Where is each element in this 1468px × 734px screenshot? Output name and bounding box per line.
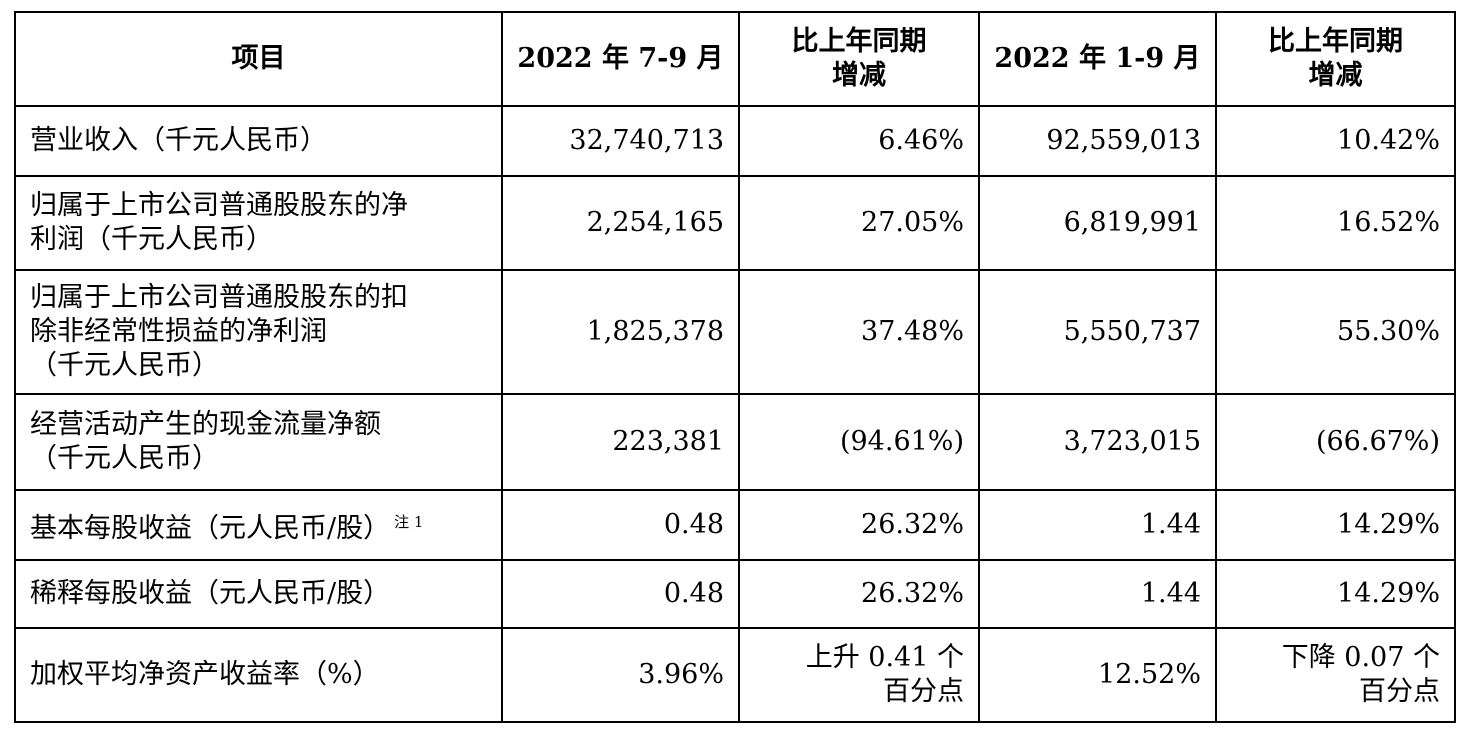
table-row: 加权平均净资产收益率（%） 3.96% 上升 0.41 个百分点 12.52% … — [14, 627, 1456, 723]
cell-ytd-change: 14.29% — [1215, 559, 1456, 629]
table-row: 稀释每股收益（元人民币/股） 0.48 26.32% 1.44 14.29% — [14, 559, 1456, 629]
cell-q3-change: 26.32% — [738, 559, 980, 629]
cell-ytd-change: (66.67%) — [1215, 393, 1456, 491]
row-label: 加权平均净资产收益率（%） — [14, 627, 503, 723]
header-item: 项目 — [14, 11, 503, 107]
table-row: 经营活动产生的现金流量净额 （千元人民币） 223,381 (94.61%) 3,… — [14, 393, 1456, 491]
cell-ytd: 12.52% — [978, 627, 1217, 723]
header-row: 项目 2022 年 7-9 月 比上年同期 增减 2022 年 1-9 月 比上年… — [14, 11, 1456, 107]
cell-q3-change: 37.48% — [738, 269, 980, 395]
cell-ytd-change: 16.52% — [1215, 175, 1456, 271]
header-ytd-change: 比上年同期 增减 — [1215, 11, 1456, 107]
cell-ytd-change: 55.30% — [1215, 269, 1456, 395]
header-q3-change: 比上年同期 增减 — [738, 11, 980, 107]
cell-q3: 3.96% — [501, 627, 740, 723]
cell-q3: 223,381 — [501, 393, 740, 491]
cell-q3-change: 上升 0.41 个百分点 — [738, 627, 980, 723]
cell-q3-change: 6.46% — [738, 105, 980, 177]
row-label: 营业收入（千元人民币） — [14, 105, 503, 177]
cell-q3-change: 26.32% — [738, 489, 980, 561]
cell-q3: 1,825,378 — [501, 269, 740, 395]
cell-ytd: 3,723,015 — [978, 393, 1217, 491]
header-q3: 2022 年 7-9 月 — [501, 11, 740, 107]
table-row: 归属于上市公司普通股股东的扣 除非经常性损益的净利润 （千元人民币） 1,825,3… — [14, 269, 1456, 395]
cell-ytd-change: 14.29% — [1215, 489, 1456, 561]
cell-q3-change: (94.61%) — [738, 393, 980, 491]
cell-ytd-change: 10.42% — [1215, 105, 1456, 177]
cell-q3: 0.48 — [501, 559, 740, 629]
cell-q3: 2,254,165 — [501, 175, 740, 271]
cell-ytd: 1.44 — [978, 559, 1217, 629]
cell-q3: 0.48 — [501, 489, 740, 561]
cell-ytd: 92,559,013 — [978, 105, 1217, 177]
footnote-marker: 注 1 — [394, 512, 424, 531]
header-ytd: 2022 年 1-9 月 — [978, 11, 1217, 107]
table-row: 营业收入（千元人民币） 32,740,713 6.46% 92,559,013 … — [14, 105, 1456, 177]
table-row: 基本每股收益（元人民币/股）注 1 0.48 26.32% 1.44 14.29… — [14, 489, 1456, 561]
row-label: 基本每股收益（元人民币/股）注 1 — [14, 489, 503, 561]
cell-q3-change: 27.05% — [738, 175, 980, 271]
cell-ytd: 1.44 — [978, 489, 1217, 561]
row-label: 归属于上市公司普通股股东的净 利润（千元人民币） — [14, 175, 503, 271]
row-label: 稀释每股收益（元人民币/股） — [14, 559, 503, 629]
row-label: 经营活动产生的现金流量净额 （千元人民币） — [14, 393, 503, 491]
cell-ytd: 5,550,737 — [978, 269, 1217, 395]
cell-ytd-change: 下降 0.07 个百分点 — [1215, 627, 1456, 723]
row-label: 归属于上市公司普通股股东的扣 除非经常性损益的净利润 （千元人民币） — [14, 269, 503, 395]
financial-summary-table: 项目 2022 年 7-9 月 比上年同期 增减 2022 年 1-9 月 比上年… — [14, 11, 1456, 723]
cell-q3: 32,740,713 — [501, 105, 740, 177]
cell-ytd: 6,819,991 — [978, 175, 1217, 271]
table-row: 归属于上市公司普通股股东的净 利润（千元人民币） 2,254,165 27.05%… — [14, 175, 1456, 271]
